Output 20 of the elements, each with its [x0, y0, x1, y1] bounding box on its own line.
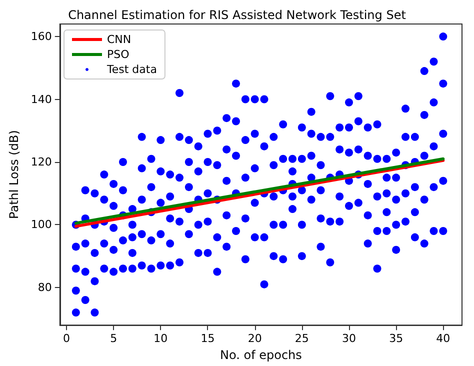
x-tick-label: 30 — [342, 332, 356, 346]
x-tick-label: 5 — [110, 332, 118, 346]
x-tick-label: 25 — [294, 332, 309, 346]
y-tick-label: 80 — [38, 280, 52, 294]
y-tick-label: 100 — [30, 218, 52, 232]
x-tick-label: 0 — [62, 332, 70, 346]
y-tick-label: 160 — [30, 30, 52, 44]
y-axis-title: Pathl Loss (dB) — [7, 130, 21, 219]
legend-label: PSO — [107, 48, 130, 61]
x-tick-label: 40 — [436, 332, 450, 346]
x-tick-label: 10 — [154, 332, 168, 346]
y-tick-label: 140 — [30, 92, 52, 106]
chart-title: Channel Estimation for RIS Assisted Network Testing Set — [68, 8, 406, 22]
x-tick-label: 15 — [200, 332, 215, 346]
legend-label: Test data — [106, 63, 157, 76]
x-tick-label: 20 — [248, 332, 262, 346]
legend-label: CNN — [107, 33, 132, 46]
x-tick-label: 35 — [389, 332, 404, 346]
y-tick-label: 120 — [30, 156, 52, 169]
x-axis-title: No. of epochs — [220, 348, 302, 362]
